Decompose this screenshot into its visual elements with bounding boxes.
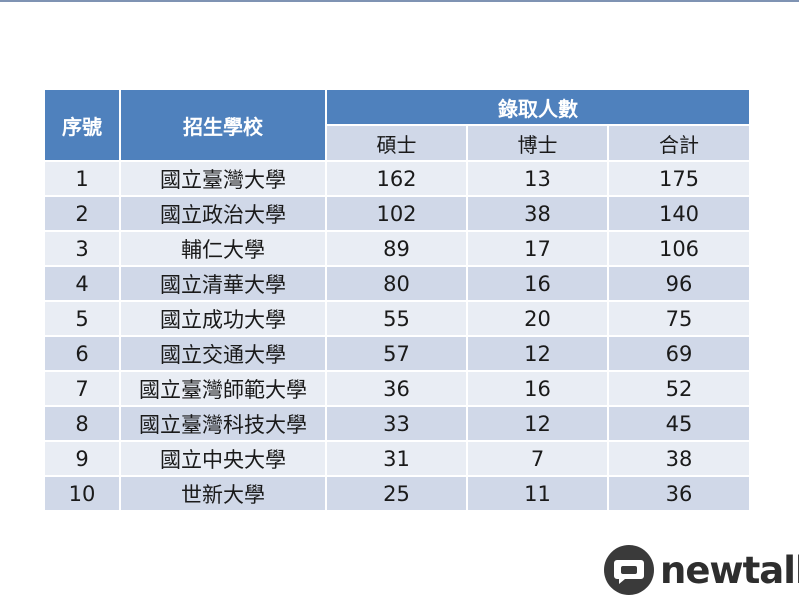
doctoral-count: 16 (466, 370, 609, 407)
table-row: 3 輔仁大學 89 17 106 (43, 230, 752, 267)
school-name: 國立臺灣師範大學 (119, 370, 327, 407)
table-row: 1 國立臺灣大學 162 13 175 (43, 160, 752, 197)
header-no: 序號 (43, 88, 121, 162)
doctoral-count: 38 (466, 195, 609, 232)
masters-count: 25 (325, 475, 468, 512)
school-name: 國立中央大學 (119, 440, 327, 477)
header-doctoral: 博士 (466, 124, 609, 162)
row-number: 5 (43, 300, 121, 337)
masters-count: 89 (325, 230, 468, 267)
doctoral-count: 11 (466, 475, 609, 512)
header-total: 合計 (606, 124, 752, 162)
total-count: 140 (606, 195, 752, 232)
total-count: 175 (606, 160, 752, 197)
doctoral-count: 12 (466, 335, 609, 372)
doctoral-count: 20 (466, 300, 609, 337)
masters-count: 36 (325, 370, 468, 407)
masters-count: 33 (325, 405, 468, 442)
total-count: 69 (606, 335, 752, 372)
doctoral-count: 7 (466, 440, 609, 477)
newtalk-logo: newtalk (604, 544, 799, 596)
doctoral-count: 12 (466, 405, 609, 442)
total-count: 45 (606, 405, 752, 442)
table-row: 8 國立臺灣科技大學 33 12 45 (43, 405, 752, 442)
masters-count: 31 (325, 440, 468, 477)
total-count: 38 (606, 440, 752, 477)
total-count: 52 (606, 370, 752, 407)
school-name: 世新大學 (119, 475, 327, 512)
row-number: 9 (43, 440, 121, 477)
row-number: 3 (43, 230, 121, 267)
table-row: 9 國立中央大學 31 7 38 (43, 440, 752, 477)
school-name: 國立交通大學 (119, 335, 327, 372)
total-count: 36 (606, 475, 752, 512)
row-number: 4 (43, 265, 121, 302)
doctoral-count: 17 (466, 230, 609, 267)
row-number: 2 (43, 195, 121, 232)
total-count: 96 (606, 265, 752, 302)
masters-count: 162 (325, 160, 468, 197)
top-divider (0, 0, 799, 2)
newtalk-wordmark: newtalk (660, 548, 799, 592)
header-masters: 碩士 (325, 124, 468, 162)
school-name: 國立臺灣科技大學 (119, 405, 327, 442)
row-number: 8 (43, 405, 121, 442)
row-number: 6 (43, 335, 121, 372)
masters-count: 57 (325, 335, 468, 372)
table-row: 7 國立臺灣師範大學 36 16 52 (43, 370, 752, 407)
masters-count: 102 (325, 195, 468, 232)
masters-count: 80 (325, 265, 468, 302)
header-school: 招生學校 (119, 88, 327, 162)
doctoral-count: 16 (466, 265, 609, 302)
doctoral-count: 13 (466, 160, 609, 197)
table-row: 5 國立成功大學 55 20 75 (43, 300, 752, 337)
row-number: 7 (43, 370, 121, 407)
row-number: 1 (43, 160, 121, 197)
header-admitted: 錄取人數 (324, 88, 752, 126)
school-name: 國立臺灣大學 (119, 160, 327, 197)
total-count: 106 (606, 230, 752, 267)
school-name: 國立政治大學 (119, 195, 327, 232)
school-name: 國立成功大學 (119, 300, 327, 337)
table-row: 2 國立政治大學 102 38 140 (43, 195, 752, 232)
school-name: 輔仁大學 (119, 230, 327, 267)
total-count: 75 (606, 300, 752, 337)
table-row: 4 國立清華大學 80 16 96 (43, 265, 752, 302)
row-number: 10 (43, 475, 121, 512)
table-row: 6 國立交通大學 57 12 69 (43, 335, 752, 372)
newtalk-speech-bubble-icon (604, 545, 654, 595)
table-row: 10 世新大學 25 11 36 (43, 475, 752, 512)
school-name: 國立清華大學 (119, 265, 327, 302)
admission-table: 序號 招生學校 錄取人數 碩士 博士 合計 1 國立臺灣大學 162 13 17… (43, 88, 752, 512)
masters-count: 55 (325, 300, 468, 337)
